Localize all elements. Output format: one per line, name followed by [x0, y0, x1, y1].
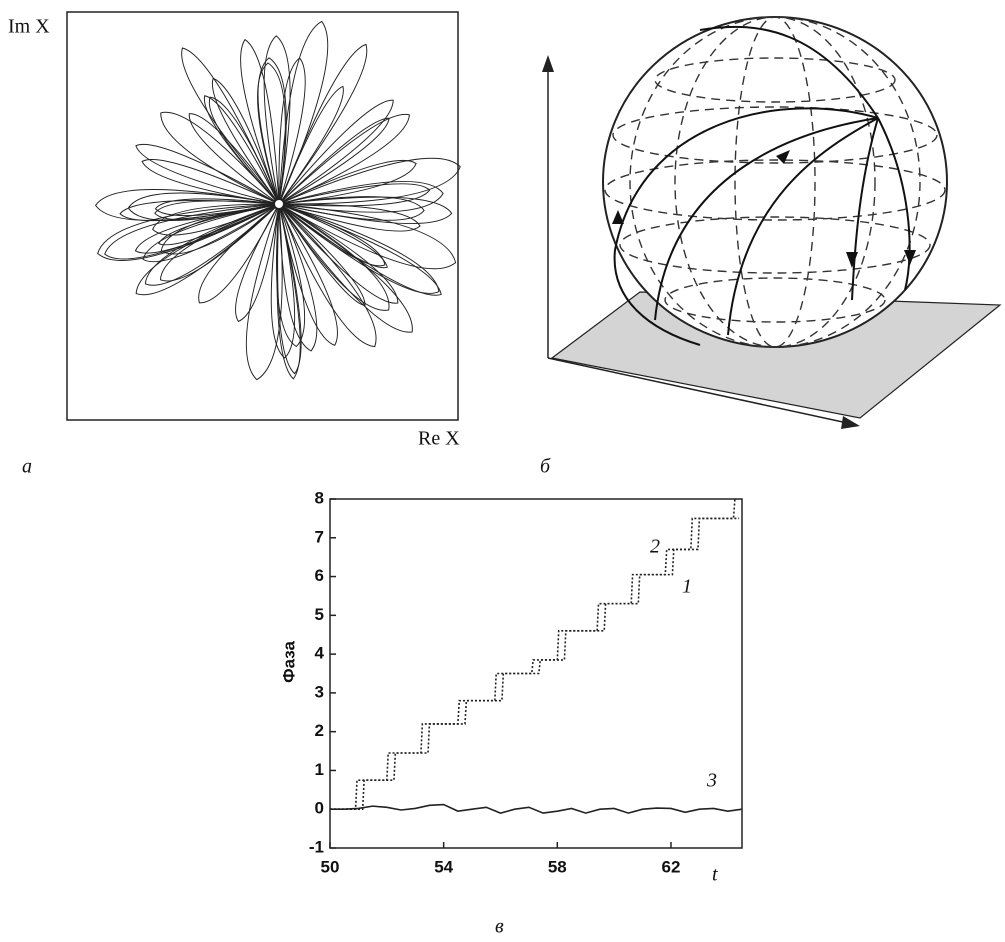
y-label-a: Im X: [8, 16, 50, 38]
loop: [279, 118, 389, 204]
figure: Im X Re X a: [0, 0, 1005, 942]
y-tick-label: 3: [315, 682, 324, 701]
y-tick-label: 8: [315, 488, 324, 507]
y-tick-label: 6: [315, 566, 324, 585]
y-axis-label: Фаза: [279, 641, 298, 683]
y-tick-label: 7: [315, 527, 324, 546]
series-label: 2: [650, 536, 660, 558]
x-label-a: Re X: [418, 428, 460, 450]
y-tick-label: -1: [309, 837, 324, 856]
x-tick-label: 50: [321, 857, 340, 876]
y-tick-label: 0: [315, 799, 324, 818]
sphere: [603, 17, 947, 347]
x-axis-label: t: [712, 864, 718, 886]
panel-label: a: [22, 456, 32, 478]
series-label: 3: [706, 770, 717, 792]
series-line: [330, 499, 735, 809]
series-label: 1: [682, 576, 692, 598]
x-tick-label: 54: [434, 857, 453, 876]
x-tick-label: 58: [548, 857, 567, 876]
x-tick-label: 62: [662, 857, 681, 876]
plot-frame: [330, 499, 742, 848]
y-tick-label: 4: [315, 644, 325, 663]
y-tick-label: 2: [315, 721, 324, 740]
panel-label: б: [540, 456, 551, 478]
y-tick-label: 5: [315, 605, 324, 624]
loop: [189, 114, 279, 204]
center-point: [274, 199, 284, 209]
series-line: [330, 805, 742, 814]
sphere-diagram: [542, 17, 1000, 429]
y-tick-label: 1: [315, 760, 324, 779]
arrow: [542, 55, 554, 72]
panel-label: в: [495, 916, 504, 938]
series-line: [330, 518, 739, 809]
